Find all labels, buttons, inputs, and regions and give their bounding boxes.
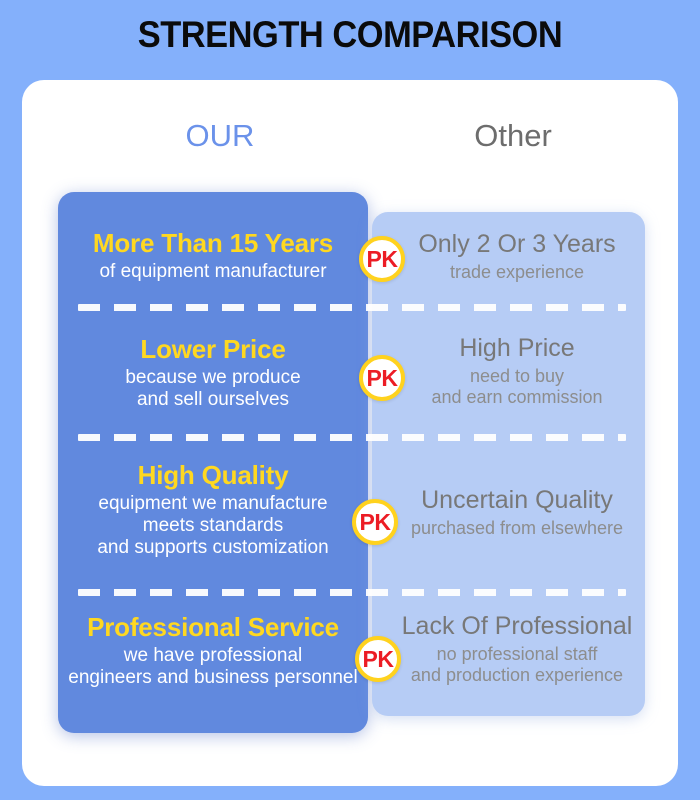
row-3-other-heading: Uncertain Quality xyxy=(421,486,613,514)
row-3-our-heading: High Quality xyxy=(137,460,289,490)
row-1-other-body: trade experience xyxy=(449,262,585,282)
page-title: STRENGTH COMPARISON xyxy=(137,14,563,55)
pk-badge: PK xyxy=(359,355,405,401)
row-4-our: Professional Service we have professiona… xyxy=(62,612,364,689)
column-header-other: Other xyxy=(474,118,552,153)
row-3-our-body: equipment we manufacture meets standards a… xyxy=(97,493,329,559)
pk-badge: PK xyxy=(355,636,401,682)
pk-badge: PK xyxy=(352,499,398,545)
row-4-our-heading: Professional Service xyxy=(87,612,339,642)
row-2-our: Lower Price because we produce and sell o… xyxy=(62,334,364,411)
row-3-our: High Quality equipment we manufacture mee… xyxy=(62,460,364,559)
row-2-other: High Price need to buy and earn commissio… xyxy=(392,334,642,408)
column-header-our: OUR xyxy=(185,118,255,153)
row-1-our: More Than 15 Years of equipment manufact… xyxy=(62,228,364,283)
row-1-other-heading: Only 2 Or 3 Years xyxy=(418,230,616,258)
row-1-our-body: of equipment manufacturer xyxy=(99,261,327,283)
row-2-our-body: because we produce and sell ourselves xyxy=(125,367,301,411)
pk-badge: PK xyxy=(359,236,405,282)
row-3-other: Uncertain Quality purchased from elsewhe… xyxy=(392,486,642,539)
row-2-our-heading: Lower Price xyxy=(140,334,286,364)
row-4-other-body: no professional staff and production expe… xyxy=(410,644,624,685)
row-1-other: Only 2 Or 3 Years trade experience xyxy=(392,230,642,283)
row-1-our-heading: More Than 15 Years xyxy=(92,228,334,258)
our-panel xyxy=(58,192,368,733)
row-4-other: Lack Of Professional no professional sta… xyxy=(392,612,642,686)
row-3-other-body: purchased from elsewhere xyxy=(410,518,624,538)
row-2-other-heading: High Price xyxy=(459,334,575,362)
row-4-our-body: we have professional engineers and busine… xyxy=(68,645,358,689)
row-2-other-body: need to buy and earn commission xyxy=(431,366,603,407)
row-4-other-heading: Lack Of Professional xyxy=(401,612,633,640)
other-panel xyxy=(372,212,645,716)
